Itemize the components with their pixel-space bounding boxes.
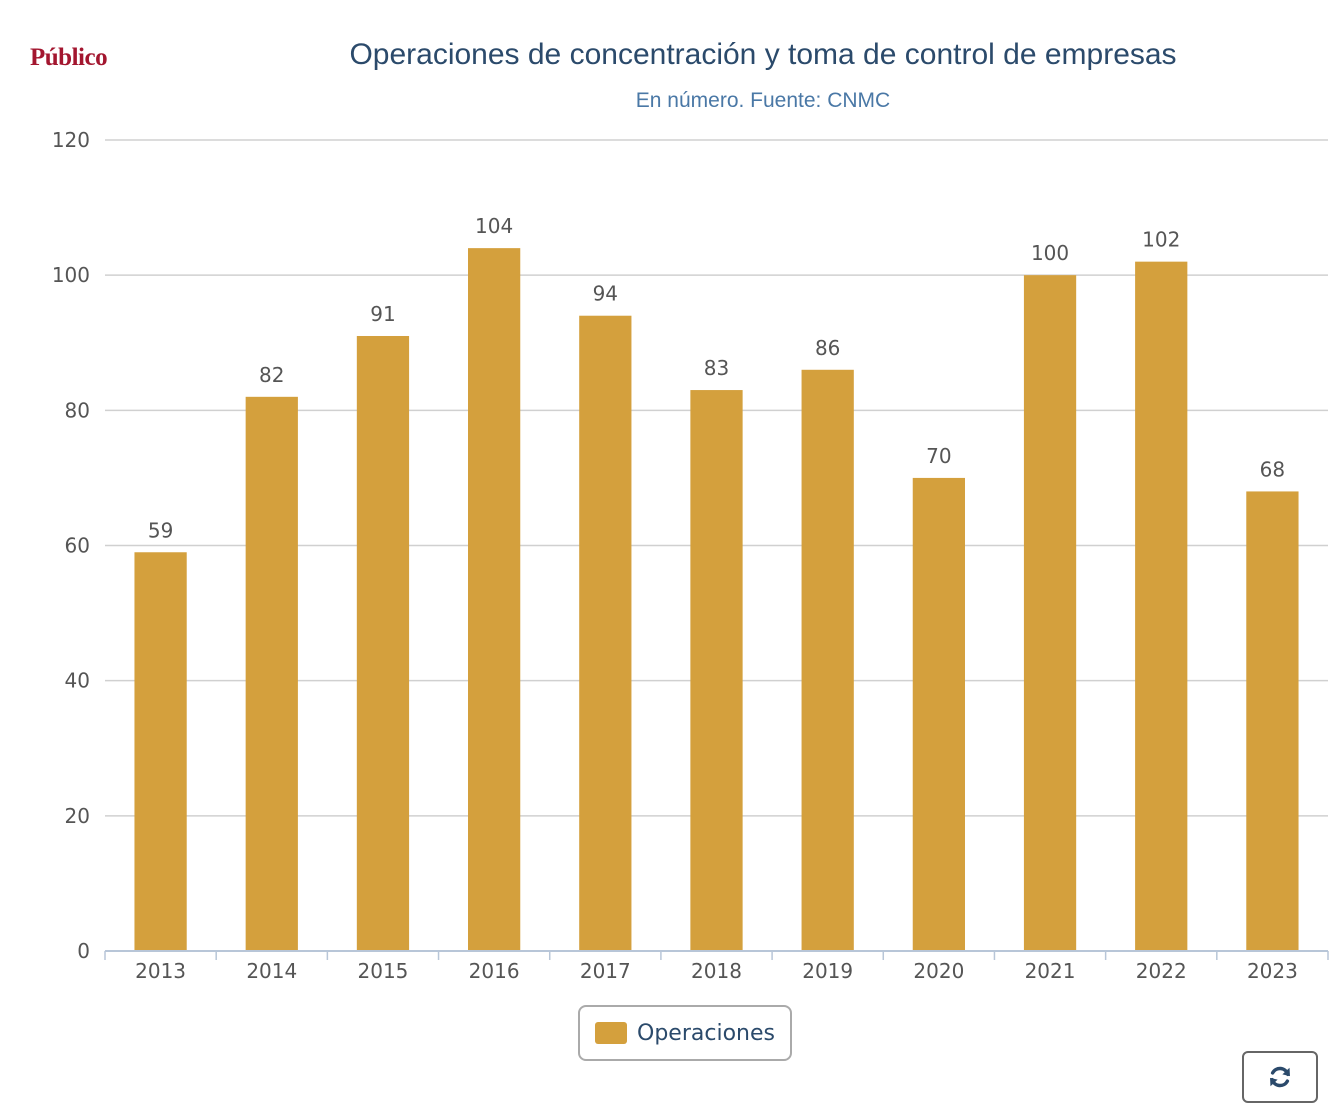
y-tick-label: 60	[65, 534, 90, 558]
data-label-2019: 86	[815, 336, 840, 360]
bar-2013[interactable]	[134, 552, 187, 951]
legend-swatch	[595, 1022, 628, 1044]
x-tick-label-2022: 2022	[1136, 959, 1187, 983]
x-tick-label-2017: 2017	[580, 959, 631, 983]
data-label-2020: 70	[926, 444, 951, 468]
x-tick-label-2015: 2015	[358, 959, 409, 983]
data-label-2015: 91	[370, 302, 395, 326]
x-tick-label-2019: 2019	[802, 959, 853, 983]
y-axis-tick-labels: 0 20 40 60 80 100 120	[52, 128, 90, 963]
bar-2016[interactable]	[468, 248, 521, 952]
x-tick-label-2013: 2013	[135, 959, 186, 983]
x-tick-label-2021: 2021	[1025, 959, 1076, 983]
bar-2014[interactable]	[245, 396, 298, 952]
y-tick-label: 80	[65, 398, 90, 422]
bar-2021[interactable]	[1023, 275, 1077, 952]
bar-2020[interactable]	[912, 477, 965, 951]
x-tick-label-2016: 2016	[469, 959, 520, 983]
data-label-2021: 100	[1031, 241, 1069, 265]
x-tick-label-2018: 2018	[691, 959, 742, 983]
y-tick-label: 120	[52, 128, 90, 152]
x-axis-tick-labels: 2013 2014 2015 2016 2017 2018 2019 2020 2021 2022…	[135, 959, 1298, 983]
y-tick-label: 100	[52, 263, 90, 287]
x-tick-label-2020: 2020	[913, 959, 964, 983]
refresh-icon	[1270, 1066, 1290, 1088]
legend-label: Operaciones	[637, 1020, 775, 1046]
legend-item-operaciones[interactable]: Operaciones	[578, 1005, 792, 1061]
bar-2019[interactable]	[801, 369, 854, 951]
data-label-2018: 83	[704, 356, 729, 380]
x-tick-label-2014: 2014	[246, 959, 297, 983]
publico-logo: Público	[30, 44, 108, 71]
bar-2018[interactable]	[690, 390, 743, 951]
y-tick-label: 40	[65, 669, 90, 693]
data-label-2013: 59	[148, 518, 173, 542]
data-label-2023: 68	[1260, 457, 1285, 481]
bar-2023[interactable]	[1246, 491, 1299, 951]
chart-title: Operaciones de concentración y toma de c…	[349, 38, 1177, 71]
bar-2022[interactable]	[1135, 261, 1188, 951]
bars	[134, 248, 1299, 952]
data-label-2014: 82	[259, 363, 284, 387]
x-tick-label-2023: 2023	[1247, 959, 1298, 983]
bar-chart: 0 20 40 60 80 100 120 2013 2014 2015 2016 2017 2018…	[52, 128, 1329, 983]
y-tick-label: 20	[65, 804, 90, 828]
data-label-2016: 104	[475, 214, 513, 238]
data-label-2022: 102	[1142, 228, 1180, 252]
refresh-button[interactable]	[1242, 1051, 1318, 1103]
x-axis	[104, 950, 1329, 960]
bar-2015[interactable]	[356, 335, 410, 951]
data-label-2017: 94	[593, 282, 618, 306]
data-labels: 59 82 91 104 94 83 86 70 100 102 68	[148, 214, 1285, 542]
y-tick-label: 0	[77, 939, 90, 963]
chart-subtitle: En número. Fuente: CNMC	[635, 89, 891, 112]
bar-2017[interactable]	[579, 315, 632, 951]
